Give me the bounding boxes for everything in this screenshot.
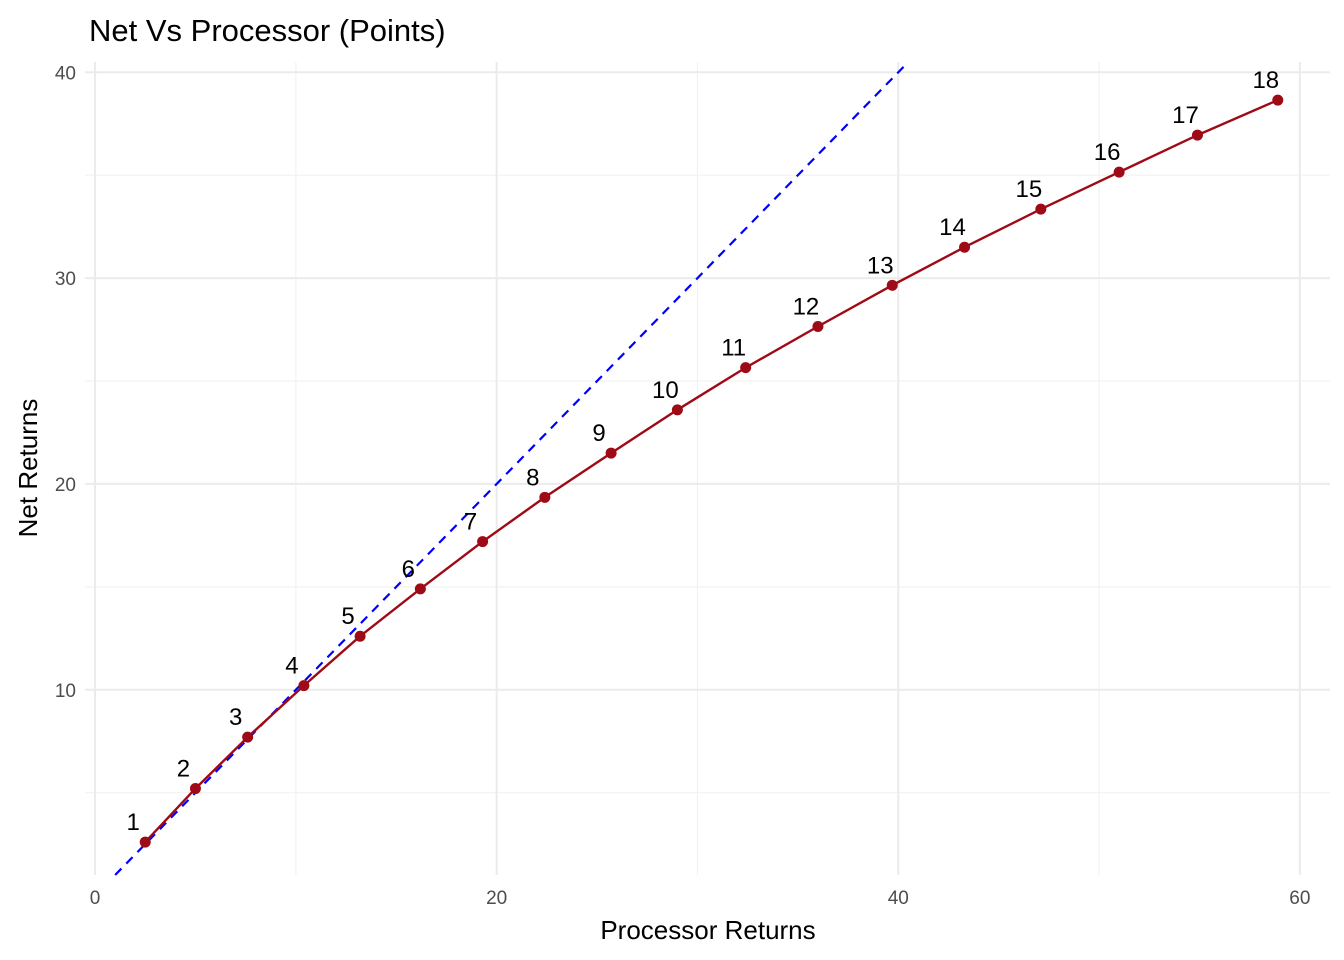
chart-title: Net Vs Processor (Points) [89,13,446,48]
data-point [139,836,151,848]
y-tick-label: 10 [55,681,76,702]
data-point [1272,94,1284,106]
series-line [144,98,1279,843]
data-label: 11 [721,335,746,362]
tick-layer: 0 20 40 60 10 20 30 40 [55,63,1311,909]
data-point [605,447,617,459]
data-point [189,783,201,795]
data-label: 15 [1015,176,1042,203]
data-label: 13 [867,252,894,279]
data-point [959,241,971,253]
data-point [812,320,824,332]
data-label: 14 [939,214,966,241]
data-label: 7 [464,509,477,536]
data-point [1113,166,1125,178]
data-label: 4 [285,653,298,680]
x-tick-label: 20 [486,888,507,909]
data-label: 2 [177,756,190,783]
data-label: 17 [1172,102,1199,129]
x-tick-label: 0 [90,888,101,909]
data-point [886,279,898,291]
data-label: 3 [229,704,242,731]
data-label: 10 [652,377,679,404]
data-point [414,583,426,595]
x-axis-title: Processor Returns [600,915,815,945]
data-point [740,362,752,374]
data-point [242,731,254,743]
data-label: 6 [402,556,415,583]
data-label: 1 [127,809,140,836]
data-label: 18 [1252,67,1279,94]
data-point [1191,129,1203,141]
x-tick-label: 60 [1289,888,1310,909]
x-tick-label: 40 [888,888,909,909]
data-point [354,630,366,642]
data-label: 16 [1094,139,1121,166]
data-point [1035,203,1047,215]
y-tick-label: 20 [55,475,76,496]
data-label: 9 [592,420,605,447]
data-label: 12 [793,293,820,320]
data-point [477,536,489,548]
data-label: 5 [341,603,354,630]
data-point [298,680,310,692]
reference-line-layer [114,61,910,876]
data-point [539,491,551,503]
grid-layer [85,62,1330,875]
y-tick-label: 30 [55,269,76,290]
data-label: 8 [526,464,539,491]
y-tick-label: 40 [55,63,76,84]
y-axis-title: Net Returns [13,399,43,538]
data-point [671,404,683,416]
reference-line [114,61,910,876]
